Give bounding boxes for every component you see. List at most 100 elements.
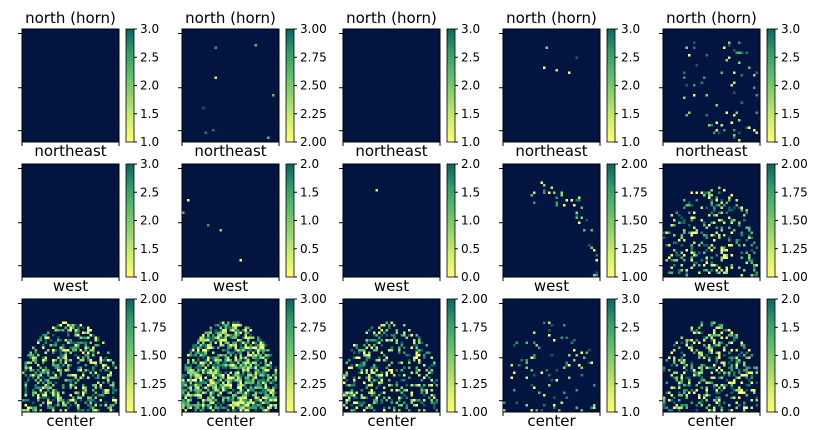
heatmap-cells xyxy=(663,186,758,277)
heatmap-field xyxy=(21,28,120,143)
colorbar-tick-label: 1.0 xyxy=(461,135,480,149)
colorbar-tick-label: 2.00 xyxy=(781,157,808,171)
subplot-xlabel: center xyxy=(367,412,416,430)
colorbar-tick-label: 2.0 xyxy=(621,349,640,363)
colorbar-tick-label: 1.0 xyxy=(621,405,640,419)
colorbar xyxy=(606,163,616,278)
colorbar xyxy=(766,28,776,143)
subplot-xlabel: northeast xyxy=(34,142,106,160)
colorbar-tick-label: 1.5 xyxy=(621,107,640,121)
colorbar-tick-label: 2.00 xyxy=(461,292,488,306)
heatmap-cells xyxy=(182,199,242,262)
subplot-r1c3: north (horn) northeast 1.0 1.5 2.0 2.5 3.0 xyxy=(339,9,480,160)
colorbar-tick-label: 1.0 xyxy=(621,135,640,149)
colorbar xyxy=(446,28,456,143)
colorbar-tick-label: 2.0 xyxy=(140,214,159,228)
colorbar-tick-label: 1.00 xyxy=(781,270,808,284)
colorbar-tick-label: 0.5 xyxy=(781,377,800,391)
colorbar-tick-label: 1.0 xyxy=(140,135,159,149)
subplot-xlabel: center xyxy=(527,412,576,430)
heatmap-field xyxy=(502,28,601,143)
colorbar-tick-label: 2.25 xyxy=(300,107,327,121)
subplot-r1c5: north (horn) northeast 1.0 1.5 2.0 2.5 3.0 xyxy=(659,9,800,160)
heatmap-cells xyxy=(663,321,758,412)
colorbar-tick-label: 1.5 xyxy=(621,377,640,391)
colorbar-tick-label: 1.0 xyxy=(461,214,480,228)
heatmap-cells xyxy=(530,181,598,277)
colorbar-tick-label: 0.5 xyxy=(461,242,480,256)
colorbar-tick-label: 1.5 xyxy=(140,107,159,121)
colorbar-tick-label: 0.0 xyxy=(461,270,480,284)
colorbar-tick-label: 1.5 xyxy=(140,242,159,256)
heatmap-cells xyxy=(683,41,758,142)
subplot-xlabel: center xyxy=(687,412,736,430)
heatmap-field xyxy=(21,163,120,278)
colorbar-tick-label: 2.00 xyxy=(300,135,327,149)
subplot-r2c3: west 0.0 0.5 1.0 1.5 2.0 xyxy=(339,157,480,295)
colorbar-tick-label: 1.25 xyxy=(461,377,488,391)
subplot-title: north (horn) xyxy=(666,9,757,27)
colorbar-tick-label: 2.5 xyxy=(461,50,480,64)
subplot-xlabel: west xyxy=(534,277,569,295)
colorbar-tick-label: 1.0 xyxy=(781,135,800,149)
colorbar-tick-label: 2.75 xyxy=(300,320,327,334)
colorbar-tick-label: 1.5 xyxy=(461,185,480,199)
colorbar-tick-label: 2.0 xyxy=(781,292,800,306)
colorbar xyxy=(766,163,776,278)
colorbar-tick-label: 2.0 xyxy=(621,79,640,93)
colorbar-tick-label: 1.75 xyxy=(461,320,488,334)
colorbar xyxy=(125,28,135,143)
heatmap-cells xyxy=(202,44,275,139)
subplot-xlabel: northeast xyxy=(515,142,587,160)
colorbar-tick-label: 2.00 xyxy=(140,292,167,306)
subplot-xlabel: west xyxy=(213,277,248,295)
heatmap-field xyxy=(342,163,441,278)
heatmap-cells xyxy=(343,321,438,412)
colorbar-tick-label: 2.25 xyxy=(300,377,327,391)
colorbar-tick-label: 1.0 xyxy=(781,349,800,363)
colorbar xyxy=(446,163,456,278)
colorbar-tick-label: 3.0 xyxy=(461,22,480,36)
colorbar-tick-label: 1.5 xyxy=(461,107,480,121)
colorbar xyxy=(766,298,776,413)
colorbar-tick-label: 1.25 xyxy=(140,377,167,391)
heatmap-cells xyxy=(503,321,596,412)
colorbar-tick-label: 1.75 xyxy=(781,185,808,199)
colorbar-tick-label: 1.75 xyxy=(621,185,648,199)
subplot-title: north (horn) xyxy=(346,9,437,27)
subplot-r3c1: center 1.00 1.25 1.50 1.75 2.00 xyxy=(18,292,167,430)
colorbar-tick-label: 1.0 xyxy=(300,214,319,228)
colorbar-tick-label: 0.0 xyxy=(781,405,800,419)
colorbar-tick-label: 1.0 xyxy=(140,270,159,284)
colorbar-tick-label: 2.0 xyxy=(781,79,800,93)
colorbar-tick-label: 2.0 xyxy=(300,157,319,171)
colorbar-tick-label: 2.00 xyxy=(300,405,327,419)
subplot-title: north (horn) xyxy=(185,9,276,27)
colorbar xyxy=(285,28,295,143)
colorbar-tick-label: 2.00 xyxy=(621,157,648,171)
colorbar-tick-label: 2.5 xyxy=(140,50,159,64)
subplot-xlabel: west xyxy=(694,277,729,295)
colorbar-tick-label: 1.5 xyxy=(781,107,800,121)
subplot-r3c5: center 0.0 0.5 1.0 1.5 2.0 xyxy=(659,292,800,430)
colorbar-tick-label: 1.25 xyxy=(781,242,808,256)
colorbar-tick-label: 2.5 xyxy=(621,50,640,64)
colorbar-tick-label: 1.5 xyxy=(781,320,800,334)
subplot-xlabel: west xyxy=(53,277,88,295)
subplot-r1c2: north (horn) northeast 2.00 2.25 2.50 2.75 3.0… xyxy=(178,9,327,160)
subplot-xlabel: west xyxy=(374,277,409,295)
colorbar-tick-label: 3.0 xyxy=(621,292,640,306)
colorbar xyxy=(285,298,295,413)
subplot-title: north (horn) xyxy=(25,9,116,27)
heatmap-cells xyxy=(543,46,578,74)
colorbar-tick-label: 3.00 xyxy=(300,292,327,306)
colorbar-tick-label: 1.50 xyxy=(140,349,167,363)
colorbar xyxy=(606,28,616,143)
subplot-r2c2: west 0.0 0.5 1.0 1.5 2.0 xyxy=(178,157,319,295)
subplot-r1c1: north (horn) northeast 1.0 1.5 2.0 2.5 3.0 xyxy=(18,9,159,160)
subplot-r2c1: west 1.0 1.5 2.0 2.5 3.0 xyxy=(18,157,159,295)
colorbar-tick-label: 0.0 xyxy=(300,270,319,284)
colorbar-tick-label: 1.25 xyxy=(621,242,648,256)
colorbar-tick-label: 3.0 xyxy=(781,22,800,36)
heatmap-cells xyxy=(182,321,277,412)
